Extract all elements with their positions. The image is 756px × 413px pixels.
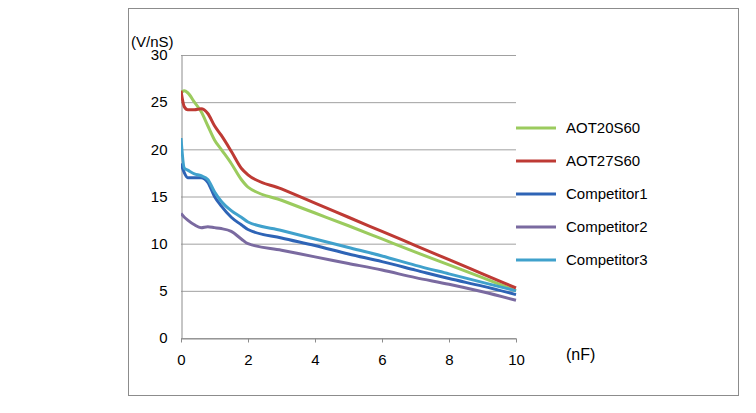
y-tick: 20 — [151, 141, 182, 158]
y-tick: 5 — [159, 282, 181, 299]
grid-line — [181, 244, 516, 245]
legend-label: Competitor3 — [566, 251, 648, 268]
y-tick: 25 — [151, 93, 182, 110]
x-tick-mark — [315, 339, 316, 343]
y-tick-label: 25 — [151, 93, 168, 110]
x-axis-title: (nF) — [566, 346, 595, 363]
x-tick-label: 2 — [244, 351, 252, 368]
y-axis: 051015202530 — [151, 46, 182, 346]
legend-label: Competitor2 — [566, 218, 648, 235]
lines — [181, 91, 516, 300]
legend-label: Competitor1 — [566, 185, 648, 202]
x-tick: 0 — [177, 339, 185, 369]
grid — [181, 56, 516, 339]
series-line — [181, 138, 516, 291]
y-tick-label: 10 — [151, 235, 168, 252]
y-tick-label: 0 — [159, 329, 167, 346]
x-tick-mark — [516, 339, 517, 343]
x-tick-mark — [449, 339, 450, 343]
x-axis-line — [182, 339, 517, 340]
y-tick: 15 — [151, 188, 182, 205]
y-axis-title: (V/nS) — [131, 33, 174, 50]
legend-label: AOT20S60 — [566, 119, 640, 136]
x-tick: 2 — [244, 339, 252, 369]
x-tick-mark — [382, 339, 383, 343]
grid-line — [181, 55, 516, 56]
chart-frame — [129, 9, 739, 396]
x-tick-label: 0 — [177, 351, 185, 368]
y-tick-label: 20 — [151, 141, 168, 158]
legend-swatch — [516, 193, 556, 196]
grid-line — [181, 291, 516, 292]
x-axis: 0 2 4 6 8 10 — [177, 339, 525, 369]
x-tick: 10 — [508, 339, 525, 369]
grid-line — [181, 197, 516, 198]
legend-swatch — [516, 160, 556, 163]
chart: 0510152025300246810(V/nS)(nF)AOT20S60AOT… — [0, 0, 756, 413]
grid-line — [181, 102, 516, 103]
legend-swatch — [516, 127, 556, 130]
x-tick-label: 10 — [508, 351, 525, 368]
y-tick-label: 15 — [151, 188, 168, 205]
grid-line — [181, 338, 516, 339]
y-tick: 10 — [151, 235, 182, 252]
legend-label: AOT27S60 — [566, 152, 640, 169]
legend-swatch — [516, 259, 556, 262]
legend-swatch — [516, 226, 556, 229]
y-tick-label: 5 — [159, 282, 167, 299]
series-line — [181, 213, 516, 300]
series-line — [181, 91, 516, 288]
x-tick: 4 — [311, 339, 319, 369]
x-tick-label: 8 — [445, 351, 453, 368]
series-line — [181, 91, 516, 291]
x-tick: 6 — [378, 339, 386, 369]
x-tick: 8 — [445, 339, 453, 369]
x-tick-label: 6 — [378, 351, 386, 368]
x-tick-mark — [248, 339, 249, 343]
legend: AOT20S60 AOT27S60 Competitor1 Competitor2 Co… — [516, 119, 648, 268]
series-line — [181, 163, 516, 294]
x-tick-label: 4 — [311, 351, 319, 368]
x-tick-mark — [181, 339, 182, 343]
y-tick: 0 — [159, 329, 181, 346]
